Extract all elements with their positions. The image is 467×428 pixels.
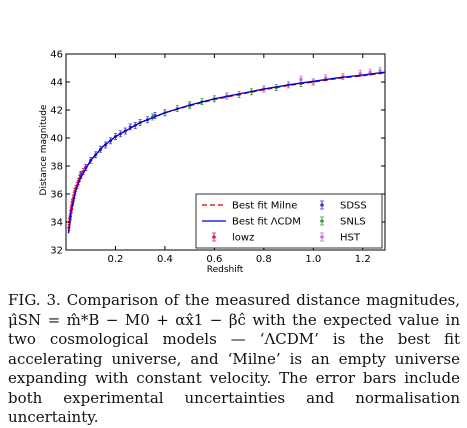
legend-entry-best-fit-cdm: Best fit ΛCDM [202,217,301,228]
plot-frame [65,53,386,251]
x-tick-label: 0.6 [206,254,222,265]
legend-entry-best-fit-milne: Best fit Milne [202,201,297,212]
legend-entry-snls: SNLS [320,217,366,228]
legend-label: SNLS [340,217,366,228]
series-hst [188,67,382,108]
y-tick-label: 36 [50,190,63,201]
legend-entry-lowz: lowz [212,233,254,244]
legend-label: lowz [232,233,254,244]
legend-label: HST [340,233,361,244]
tick-layer: 0.2 0.4 0.6 0.8 1.0 1.2 32 34 36 38 40 42 44 46 [50,50,385,265]
x-tick-label: 0.4 [157,254,173,265]
figure: 0.2 0.4 0.6 0.8 1.0 1.2 32 34 36 38 40 42 44 46 Redsh… [39,50,386,275]
y-tick-label: 34 [50,218,63,229]
y-axis-title: Distance magnitude [39,104,49,195]
legend-label: Best fit ΛCDM [232,217,301,228]
y-tick-label: 46 [50,50,63,61]
chart: 0.2 0.4 0.6 0.8 1.0 1.2 32 34 36 38 40 42 44 46 Redsh… [39,50,386,275]
y-tick-label: 44 [50,78,63,89]
y-tick-label: 38 [50,162,63,173]
legend-box [195,193,383,249]
y-tick-label: 40 [50,134,63,145]
legend-label: SDSS [340,201,367,212]
legend: Best fit Milne Best fit ΛCDM lowz SDSS SNLS H… [195,193,383,249]
x-axis-title: Redshift [207,265,244,275]
data-point [378,67,382,75]
x-tick-label: 1.2 [355,254,371,265]
x-tick-label: 0.8 [256,254,272,265]
y-tick-label: 42 [50,106,63,117]
legend-label: Best fit Milne [232,201,297,212]
data-layer [67,67,386,234]
figure-caption: FIG. 3. Comparison of the measured dista… [8,291,460,426]
legend-entry-hst: HST [320,233,361,244]
y-tick-label: 32 [50,246,63,257]
data-point [311,78,315,86]
x-tick-label: 0.2 [108,254,124,265]
data-point [299,75,303,83]
series-best-fit-cdm-line [67,71,386,234]
x-tick-label: 1.0 [305,254,321,265]
legend-entry-sdss: SDSS [320,201,367,212]
